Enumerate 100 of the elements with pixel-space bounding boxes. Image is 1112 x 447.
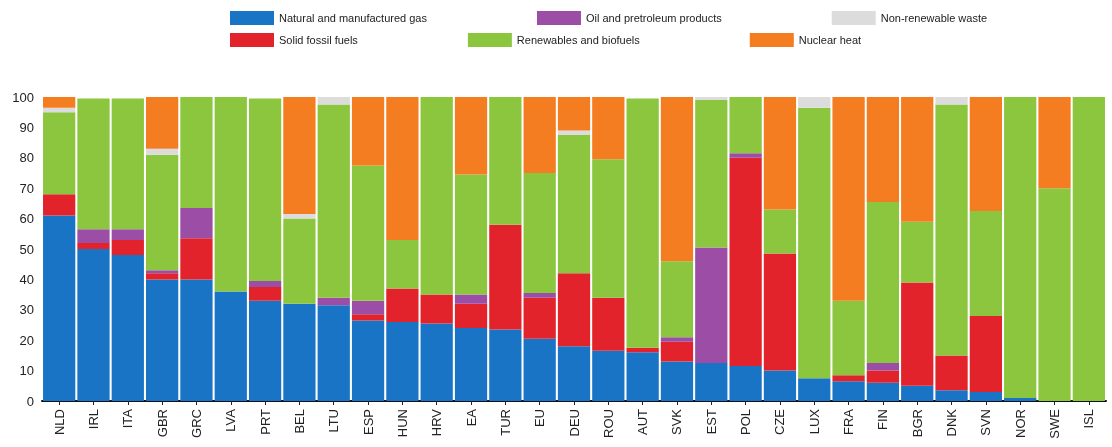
bar [729, 97, 762, 154]
bar [317, 305, 350, 401]
bar [351, 320, 385, 401]
bar [146, 273, 179, 280]
y-tick-label: 50 [19, 241, 34, 257]
bar [386, 239, 419, 289]
bar [1004, 97, 1037, 398]
bar [489, 329, 522, 401]
bar [351, 165, 385, 301]
bar [1038, 188, 1071, 401]
bar [1004, 397, 1037, 401]
x-tick-label: ITA [120, 408, 136, 429]
bar [660, 341, 694, 362]
bar [180, 238, 213, 280]
bar [420, 97, 453, 295]
bar [901, 221, 934, 283]
bar [420, 323, 453, 401]
bar [523, 297, 556, 339]
bar [283, 303, 316, 401]
bar [798, 107, 831, 379]
x-tick-label: ESP [360, 409, 376, 436]
legend-label: Oil and pretroleum products [585, 12, 723, 24]
bar [798, 378, 831, 401]
bar [832, 381, 865, 401]
y-tick-label: 80 [19, 150, 34, 166]
legend-label: Nuclear heat [798, 34, 862, 46]
legend-label: Renewables and biofuels [516, 34, 641, 46]
x-tick-label: SWE [1047, 408, 1063, 439]
bar [43, 97, 76, 108]
bar [77, 98, 110, 230]
bar [77, 229, 110, 243]
bar [866, 363, 900, 371]
bar [248, 98, 282, 281]
bar [214, 291, 247, 401]
bar [111, 98, 144, 230]
bar [695, 247, 728, 363]
x-tick-label: FRA [841, 408, 857, 435]
bar [146, 97, 179, 149]
bar [832, 375, 865, 382]
x-tick-label: CZE [772, 408, 788, 435]
bar [866, 382, 900, 401]
bar [317, 104, 350, 298]
bar [935, 97, 968, 105]
x-tick-label: SVK [669, 408, 685, 436]
y-tick-label: 0 [26, 393, 34, 409]
bar [146, 270, 179, 274]
x-tick-label: NOR [1012, 409, 1028, 438]
x-tick-label: LUX [806, 408, 822, 435]
bar [557, 273, 591, 347]
bar [283, 214, 316, 219]
bar [248, 287, 282, 301]
y-tick-label: 40 [19, 271, 34, 287]
x-tick-label: GRC [188, 409, 204, 438]
bar [43, 112, 76, 195]
bar [592, 159, 625, 298]
bar [695, 363, 728, 401]
bar [386, 97, 419, 240]
bar [626, 98, 659, 348]
bar [523, 293, 556, 298]
x-tick-label: ISL [1081, 409, 1097, 429]
bar [935, 104, 968, 356]
bar [557, 135, 591, 274]
bar [763, 97, 797, 210]
bar [969, 315, 1002, 392]
bar [489, 97, 522, 225]
bar [248, 280, 282, 287]
y-tick-label: 30 [19, 302, 34, 318]
bar [935, 355, 968, 391]
bar [317, 297, 350, 306]
bar [901, 282, 934, 386]
bar [695, 100, 728, 248]
bar [111, 255, 144, 401]
bar [1072, 97, 1105, 401]
bar [557, 97, 591, 131]
bar [660, 261, 694, 338]
x-tick-label: BEL [291, 409, 307, 434]
x-tick-label: PRT [257, 408, 273, 435]
bar [283, 218, 316, 304]
x-tick-label: LTU [326, 409, 342, 433]
bar [798, 97, 831, 108]
bar [935, 390, 968, 401]
bar [969, 97, 1002, 211]
bar [523, 338, 556, 401]
bar [832, 97, 865, 301]
bar [523, 173, 556, 294]
bar [180, 97, 213, 208]
bar [351, 314, 385, 321]
y-tick-label: 20 [19, 332, 34, 348]
x-tick-label: NLD [51, 409, 67, 436]
bar [283, 97, 316, 215]
bar [660, 97, 694, 262]
bar [454, 294, 488, 304]
bar [454, 303, 488, 329]
x-tick-label: AUT [635, 408, 651, 435]
bar [454, 97, 488, 175]
bar [317, 97, 350, 105]
bar [351, 97, 385, 166]
bar [180, 207, 213, 239]
x-tick-label: GBR [154, 409, 170, 438]
bar [43, 194, 76, 216]
